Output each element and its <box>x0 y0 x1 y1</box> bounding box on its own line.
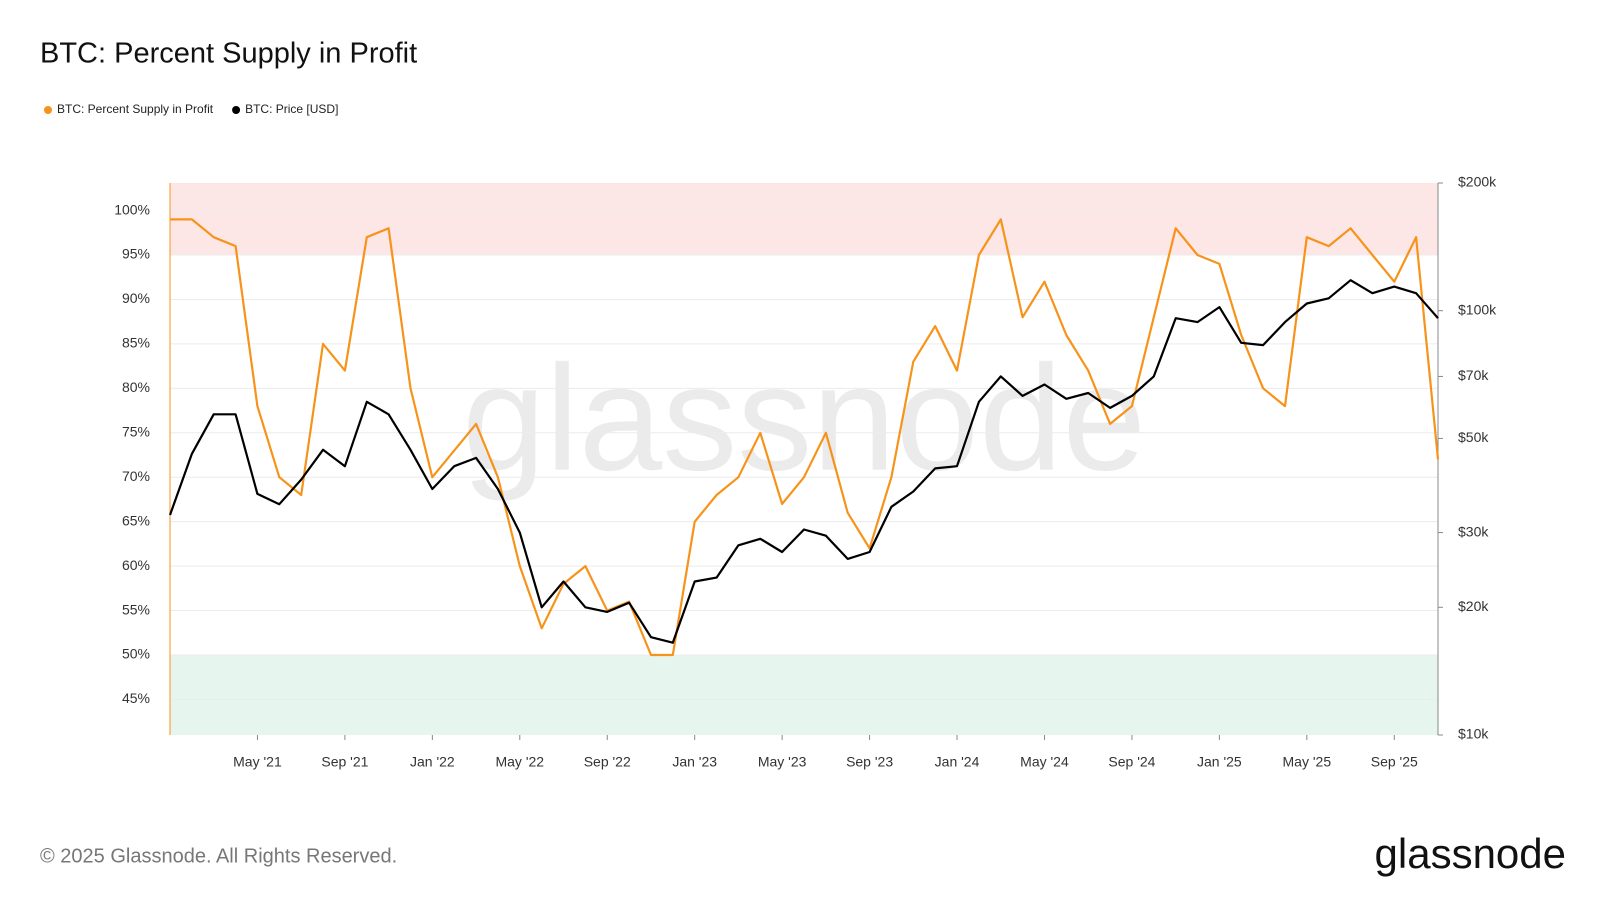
x-tick-label: Sep '22 <box>584 754 631 770</box>
y2-tick-label: $100k <box>1458 301 1497 317</box>
y-tick-label: 70% <box>122 468 150 484</box>
y-tick-label: 50% <box>122 646 150 662</box>
x-tick-label: May '25 <box>1283 754 1332 770</box>
series-line <box>170 218 1440 657</box>
legend-label: BTC: Price [USD] <box>245 102 338 116</box>
watermark: glassnode <box>462 334 1146 502</box>
x-tick-label: May '22 <box>495 754 544 770</box>
legend-label: BTC: Percent Supply in Profit <box>57 102 214 116</box>
y-tick-label: 60% <box>122 557 150 573</box>
x-tick-label: May '23 <box>758 754 807 770</box>
x-tick-label: Jan '22 <box>410 754 455 770</box>
logo: glassnode <box>1375 830 1566 877</box>
y-tick-label: 90% <box>122 290 150 306</box>
copyright: © 2025 Glassnode. All Rights Reserved. <box>40 845 397 867</box>
y2-tick-label: $50k <box>1458 429 1489 445</box>
band <box>170 655 1438 735</box>
y-tick-label: 100% <box>114 201 150 217</box>
y-tick-label: 95% <box>122 246 150 262</box>
y2-tick-label: $10k <box>1458 726 1489 742</box>
y-tick-label: 65% <box>122 512 150 528</box>
x-tick-label: May '24 <box>1020 754 1069 770</box>
series-line <box>168 279 1439 644</box>
y2-tick-label: $20k <box>1458 598 1489 614</box>
y2-tick-label: $70k <box>1458 367 1489 383</box>
x-tick-label: Jan '25 <box>1197 754 1242 770</box>
x-tick-label: Sep '25 <box>1371 754 1418 770</box>
x-tick-label: Sep '23 <box>846 754 893 770</box>
x-tick-label: May '21 <box>233 754 282 770</box>
y-tick-label: 45% <box>122 690 150 706</box>
y2-tick-label: $200k <box>1458 174 1497 190</box>
x-tick-label: Jan '23 <box>672 754 717 770</box>
x-tick-label: Jan '24 <box>935 754 980 770</box>
x-tick-label: Sep '21 <box>321 754 368 770</box>
x-tick-label: Sep '24 <box>1108 754 1155 770</box>
y-tick-label: 80% <box>122 379 150 395</box>
chart-title: BTC: Percent Supply in Profit <box>40 38 417 70</box>
legend-marker <box>232 106 241 114</box>
y2-tick-label: $30k <box>1458 523 1489 539</box>
y-tick-label: 85% <box>122 335 150 351</box>
legend-marker <box>44 106 52 114</box>
y-tick-label: 55% <box>122 601 150 617</box>
band <box>170 183 1438 255</box>
y-tick-label: 75% <box>122 423 150 439</box>
